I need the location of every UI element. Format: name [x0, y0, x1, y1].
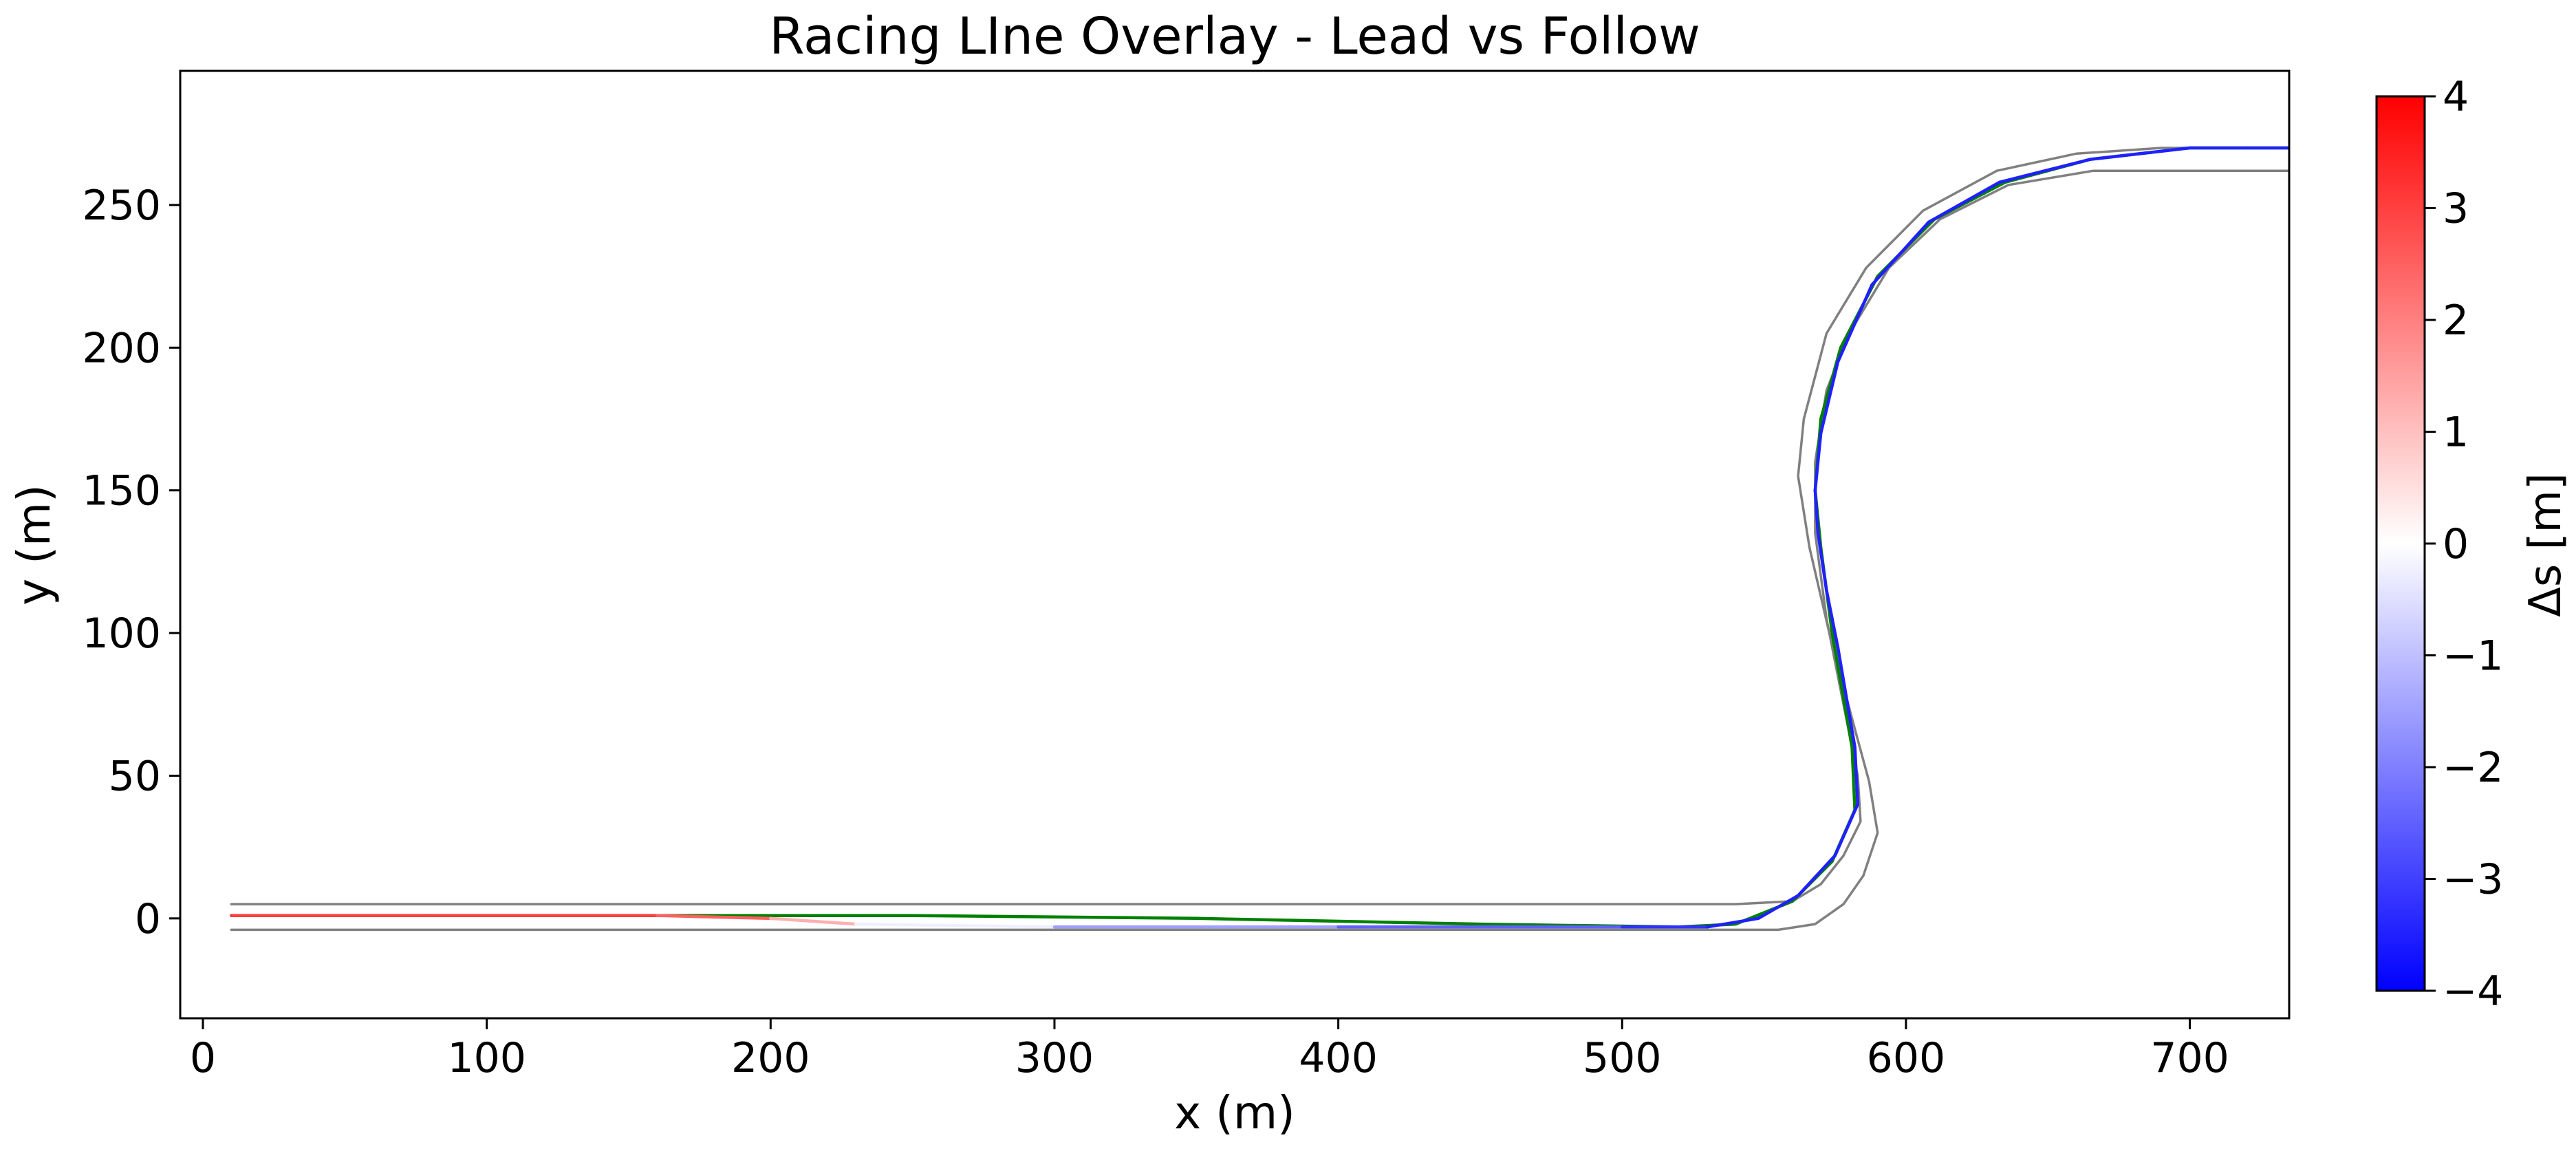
colorbar-tick-label: 1	[2443, 409, 2469, 457]
lead-line-segment	[1833, 802, 1860, 857]
lead-line-segment	[1819, 360, 1840, 435]
x-tick-label: 500	[1583, 1034, 1662, 1082]
series-lead-line	[230, 146, 2289, 929]
colorbar-tick-label: 4	[2443, 73, 2469, 121]
x-tick-label: 400	[1299, 1034, 1378, 1082]
y-tick-label: 250	[82, 182, 161, 230]
y-tick-label: 0	[135, 895, 161, 943]
colorbar-tick-label: −2	[2443, 744, 2503, 792]
lead-line-segment	[1836, 283, 1874, 364]
colorbar	[2375, 95, 2426, 992]
lead-line-segment	[1816, 531, 1828, 592]
x-tick-label: 0	[190, 1034, 216, 1082]
colorbar-tick-label: −3	[2443, 856, 2503, 904]
lead-line-segment	[1813, 488, 1820, 535]
lead-line-segment	[854, 922, 1057, 929]
colorbar-tick-label: 3	[2443, 185, 2469, 233]
series-follow-line	[230, 146, 2289, 929]
plot-area	[230, 146, 2289, 932]
lead-line-segment	[1757, 894, 1800, 921]
x-tick-label: 100	[447, 1034, 526, 1082]
lead-line-segment	[769, 916, 858, 926]
lead-line-segment	[1796, 854, 1837, 897]
colorbar-tick-label: −4	[2443, 967, 2503, 1016]
colorbar-label: Δs [m]	[2520, 473, 2571, 617]
lead-line-segment	[1813, 431, 1823, 492]
x-axis-ticks: 0 100 200 300 400 500 600 700	[190, 1018, 2229, 1082]
series-track-boundary	[230, 169, 2289, 905]
y-axis-label: y (m)	[8, 484, 61, 605]
colorbar-tick-label: 0	[2443, 520, 2469, 568]
lead-line-segment	[1836, 645, 1857, 749]
lead-line-segment	[656, 914, 772, 921]
lead-line-segment	[1853, 745, 1860, 806]
plot-frame	[179, 69, 2291, 1020]
colorbar-tick-label: 2	[2443, 297, 2469, 345]
x-tick-label: 200	[731, 1034, 810, 1082]
y-tick-label: 200	[82, 324, 161, 372]
series-track-boundary	[230, 147, 2289, 932]
y-tick-label: 50	[109, 752, 161, 800]
lead-line-segment	[1705, 916, 1760, 929]
lead-line-segment	[2088, 146, 2191, 161]
lead-line-segment	[1825, 588, 1840, 649]
lead-line-segment	[1998, 158, 2092, 184]
x-tick-label: 700	[2150, 1034, 2229, 1082]
x-axis-label: x (m)	[1174, 1086, 1295, 1139]
x-tick-label: 600	[1867, 1034, 1946, 1082]
lead-line-segment	[1927, 180, 2002, 224]
x-tick-label: 300	[1015, 1034, 1094, 1082]
colorbar-tick-label: −1	[2443, 632, 2503, 680]
y-tick-label: 100	[82, 610, 161, 658]
y-axis-ticks: 0 50 100 150 200 250	[82, 182, 180, 943]
y-tick-label: 150	[82, 467, 161, 515]
chart-title: Racing LIne Overlay - Lead vs Follow	[769, 7, 1700, 66]
colorbar-ticks: −4 −3 −2 −1 0 1 2 3 4	[2425, 73, 2503, 1016]
lead-line-segment	[1870, 220, 1931, 287]
